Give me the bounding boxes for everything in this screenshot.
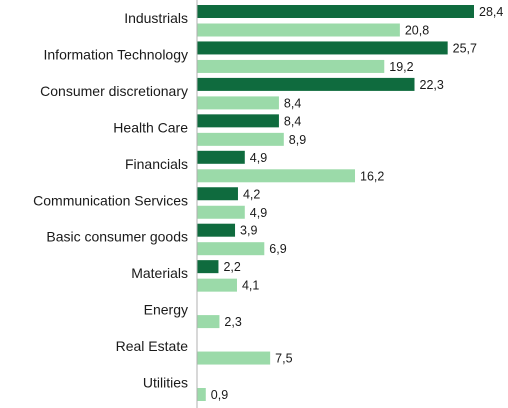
value-label: 8,4 xyxy=(284,96,301,110)
value-label: 2,3 xyxy=(224,315,241,329)
bar xyxy=(197,96,279,110)
bar xyxy=(197,278,237,292)
value-label: 4,2 xyxy=(243,187,260,201)
bar xyxy=(197,114,279,128)
value-label: 7,5 xyxy=(275,352,292,366)
category-label: Materials xyxy=(131,265,188,281)
category-labels: Industrials Information Technology Consume… xyxy=(33,10,188,391)
bar xyxy=(197,388,206,401)
value-label: 4,9 xyxy=(250,151,267,165)
bar xyxy=(197,205,245,219)
bar xyxy=(197,132,284,146)
value-label: 25,7 xyxy=(453,41,477,55)
value-label: 4,1 xyxy=(242,279,259,293)
bar xyxy=(197,223,236,237)
value-label: 3,9 xyxy=(240,224,257,238)
category-label: Consumer discretionary xyxy=(40,83,188,99)
bar xyxy=(197,169,356,183)
value-label: 28,4 xyxy=(479,5,503,19)
value-label: 20,8 xyxy=(405,24,429,38)
bar xyxy=(197,5,474,18)
bar xyxy=(197,315,220,329)
category-label: Health Care xyxy=(113,119,188,135)
value-label: 6,9 xyxy=(269,242,286,256)
category-label: Industrials xyxy=(124,10,188,26)
value-label: 19,2 xyxy=(389,60,413,74)
category-label: Real Estate xyxy=(116,338,189,354)
value-labels: 28,4 20,8 25,7 19,2 22,3 8,4 8,4 8,9 4,9 16,2 4,2 4… xyxy=(211,5,504,402)
value-label: 0,9 xyxy=(211,388,228,402)
bar xyxy=(197,351,271,365)
bar xyxy=(197,260,219,274)
category-label: Communication Services xyxy=(33,192,188,208)
value-label: 2,2 xyxy=(223,260,240,274)
value-label: 16,2 xyxy=(360,169,384,183)
bar xyxy=(197,41,448,55)
category-label: Utilities xyxy=(143,375,188,391)
category-label: Financials xyxy=(125,156,188,172)
bar xyxy=(197,187,238,201)
value-label: 8,4 xyxy=(284,114,301,128)
bar xyxy=(197,242,265,256)
value-label: 22,3 xyxy=(420,78,444,92)
category-label: Energy xyxy=(144,302,188,318)
category-label: Basic consumer goods xyxy=(46,229,188,245)
bar xyxy=(197,150,245,164)
value-label: 8,9 xyxy=(289,133,306,147)
bars xyxy=(197,5,474,401)
value-label: 4,9 xyxy=(250,206,267,220)
bar xyxy=(197,77,415,91)
bar xyxy=(197,23,400,37)
bar xyxy=(197,59,385,73)
category-label: Information Technology xyxy=(44,46,189,62)
